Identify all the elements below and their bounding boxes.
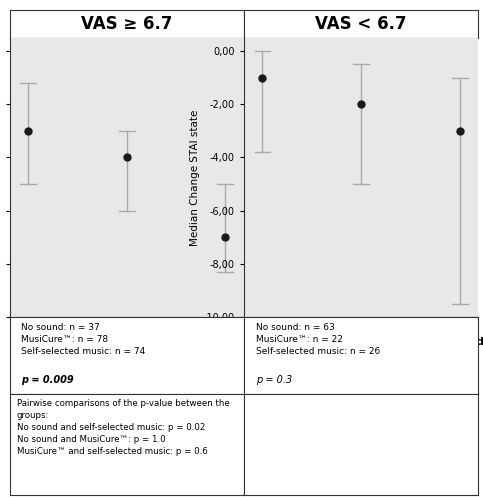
Text: Pairwise comparisons of the p-value between the
groups:
No sound and self-select: Pairwise comparisons of the p-value betw… bbox=[17, 400, 229, 456]
Text: VAS ≥ 6.7: VAS ≥ 6.7 bbox=[81, 15, 172, 33]
Text: p = 0.3: p = 0.3 bbox=[256, 375, 292, 385]
Text: No sound: n = 37
MusiCure™: n = 78
Self-selected music: n = 74: No sound: n = 37 MusiCure™: n = 78 Self-… bbox=[21, 323, 145, 356]
Text: p = 0.009: p = 0.009 bbox=[21, 375, 74, 385]
Text: No sound: n = 63
MusiCure™: n = 22
Self-selected music: n = 26: No sound: n = 63 MusiCure™: n = 22 Self-… bbox=[256, 323, 380, 356]
X-axis label: Group
Error Bars: 95% CI: Group Error Bars: 95% CI bbox=[313, 362, 409, 384]
Text: VAS < 6.7: VAS < 6.7 bbox=[315, 15, 407, 33]
X-axis label: Group
Error Bars: 95% CI: Group Error Bars: 95% CI bbox=[79, 362, 175, 384]
Y-axis label: Median Change STAI state: Median Change STAI state bbox=[190, 109, 199, 246]
